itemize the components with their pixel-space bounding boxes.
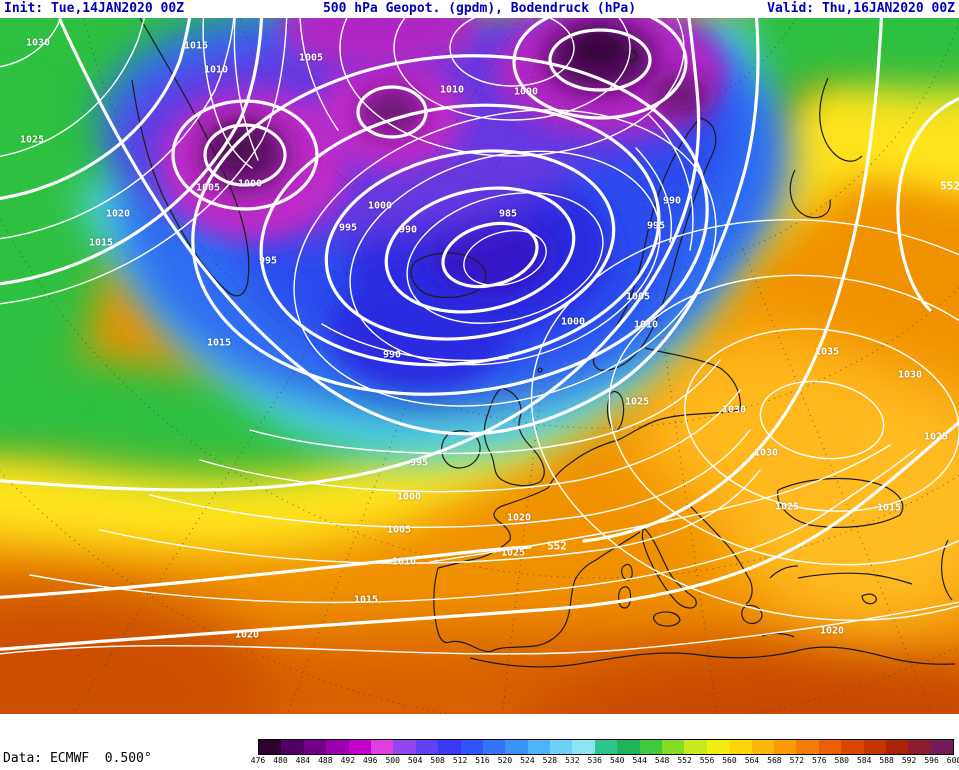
legend-color-cell [594,740,618,754]
legend-color-cell [527,740,551,754]
credits: Data: ECMWF 0.500° (C) Wetterzentrale ww… [3,714,167,770]
legend-tick-label: 500 [385,756,400,765]
legend-color-cell [863,740,886,754]
legend-color-cell [438,740,461,754]
legend-tick-label: 504 [407,756,423,765]
color-scale-legend: 476 480 484 488 492 496 500 504 508 512 516 520 524 5… [251,739,959,767]
legend-tick-label: 488 [318,756,333,765]
valid-time: Valid: Thu,16JAN2020 00Z [767,0,955,18]
legend-tick-label: 600 [946,756,959,765]
legend-color-cell [482,740,506,754]
legend-tick-label: 516 [475,756,490,765]
map-footer: Data: ECMWF 0.500° (C) Wetterzentrale ww… [0,714,959,770]
map-header: Init: Tue,14JAN2020 00Z 500 hPa Geopot. … [0,0,959,18]
legend-color-cell [326,740,349,754]
init-value: Tue,14JAN2020 00Z [50,1,185,16]
init-time: Init: Tue,14JAN2020 00Z [4,0,184,18]
weather-map-svg [0,18,959,714]
legend-tick-label: 552 [677,756,692,765]
coastlines [131,18,956,668]
legend-color-cell [908,740,931,754]
legend-color-cell [662,740,685,754]
legend-tick-label: 484 [295,756,311,765]
legend-tick-label: 568 [767,756,782,765]
legend-color-cell [259,740,282,754]
init-label: Init: [4,1,44,16]
legend-tick-label: 580 [834,756,849,765]
legend-color-cell [303,740,327,754]
legend-ticks: 476 480 484 488 492 496 500 504 508 512 516 520 524 5… [251,755,959,766]
legend-color-cell [930,740,954,754]
valid-value: Thu,16JAN2020 00Z [821,1,955,16]
legend-tick-label: 520 [497,756,513,765]
legend-color-cell [281,740,304,754]
legend-color-cell [706,740,730,754]
legend-color-cell [550,740,573,754]
legend-color-cell [505,740,528,754]
legend-tick-label: 492 [340,756,356,765]
data-source-line: Data: ECMWF 0.500° [3,751,152,766]
legend-tick-label: 524 [520,756,535,765]
legend-tick-label: 544 [632,756,647,765]
graticule [0,18,959,714]
legend-color-cell [729,740,752,754]
legend-color-cell [393,740,416,754]
legend-tick-label: 592 [901,756,917,765]
isobars [0,18,959,655]
legend-tick-label: 476 [250,756,266,765]
legend-color-cell [639,740,663,754]
legend-tick-label: 532 [565,756,580,765]
legend-tick-label: 572 [789,756,805,765]
legend-color-cell [773,740,797,754]
geopotential-contours [0,18,959,651]
weather-map: 1030 1015 1010 1005 1010 1000 1025 1005 1000 995 1… [0,18,959,714]
legend-color-cell [348,740,371,754]
legend-tick-label: 536 [587,756,602,765]
legend-color-cell [684,740,707,754]
map-title: 500 hPa Geopot. (gpdm), Bodendruck (hPa) [322,1,637,16]
legend-tick-label: 556 [699,756,715,765]
legend-color-cell [751,740,774,754]
legend-tick-label: 560 [722,756,737,765]
legend-color-cell [415,740,439,754]
legend-color-cell [841,740,864,754]
legend-color-cell [885,740,909,754]
legend-color-cell [460,740,483,754]
legend-color-cell [796,740,819,754]
legend-tick-label: 496 [363,756,378,765]
legend-tick-label: 596 [924,756,939,765]
legend-tick-label: 480 [273,756,288,765]
legend-tick-label: 528 [542,756,558,765]
legend-color-cell [818,740,842,754]
legend-color-cell [370,740,394,754]
legend-tick-label: 588 [879,756,894,765]
legend-color-cell [572,740,595,754]
legend-tick-label: 540 [609,756,625,765]
legend-tick-label: 576 [812,756,827,765]
legend-tick-label: 548 [654,756,670,765]
legend-tick-label: 508 [430,756,445,765]
valid-label: Valid: [767,1,815,16]
legend-tick-label: 512 [452,756,468,765]
legend-tick-label: 564 [744,756,760,765]
legend-color-cell [617,740,640,754]
legend-bar [258,739,954,755]
legend-tick-label: 584 [856,756,872,765]
